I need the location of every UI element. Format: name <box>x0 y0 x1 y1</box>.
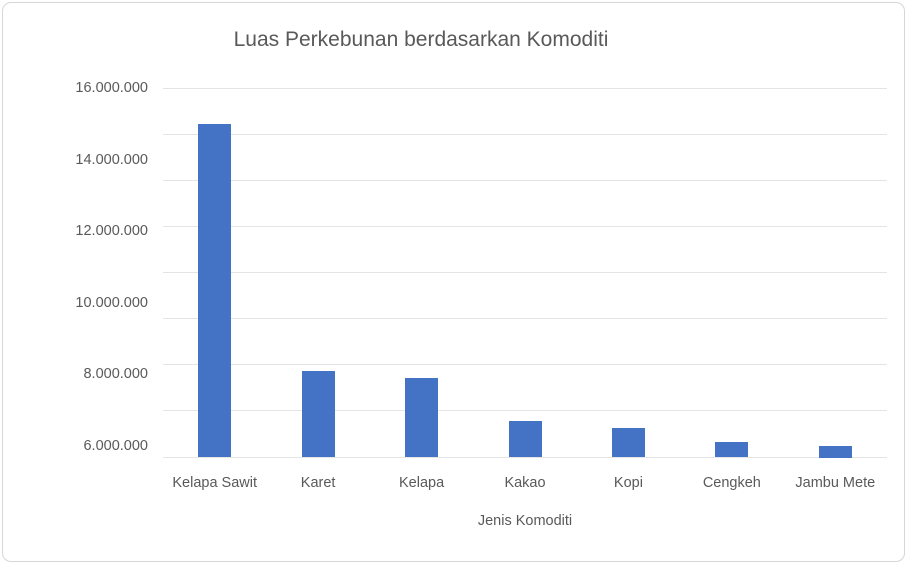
bar-jambu-mete <box>818 446 852 458</box>
x-tick-label-kelapa-sawit: Kelapa Sawit <box>172 475 258 491</box>
x-tick-label-kopi: Kopi <box>613 475 643 491</box>
x-tick-label-karet: Karet <box>300 475 336 491</box>
y-tick-label: 16.000.000 <box>75 80 148 96</box>
y-tick-label: 10.000.000 <box>75 294 148 311</box>
bar-karet <box>301 370 335 458</box>
bar-kakao <box>508 420 542 458</box>
y-tick-label: 6.000.000 <box>83 438 148 454</box>
x-tick-label-jambu-mete: Jambu Mete <box>795 475 876 491</box>
x-tick-label-cengkeh: Cengkeh <box>702 475 761 491</box>
y-tick-label: 12.000.000 <box>75 223 148 240</box>
y-tick-label: 8.000.000 <box>83 366 148 383</box>
bar-kelapa-sawit <box>198 123 232 458</box>
bar-kelapa <box>405 377 439 458</box>
gridline <box>163 410 887 412</box>
x-tick-label-kelapa: Kelapa <box>398 475 445 491</box>
x-tick-label-kakao: Kakao <box>504 475 546 491</box>
y-tick-label: 14.000.000 <box>75 151 148 168</box>
bar-kopi <box>611 428 645 458</box>
gridline <box>163 364 887 366</box>
gridline <box>163 88 887 89</box>
x-axis-title: Jenis Komoditi <box>477 513 573 529</box>
gridline <box>163 134 887 136</box>
gridline <box>163 318 887 320</box>
gridline <box>163 272 887 274</box>
gridline <box>163 180 887 182</box>
bar-cengkeh <box>715 442 749 458</box>
chart-title: Luas Perkebunan berdasarkan Komoditi <box>233 28 609 51</box>
gridline <box>163 226 887 228</box>
